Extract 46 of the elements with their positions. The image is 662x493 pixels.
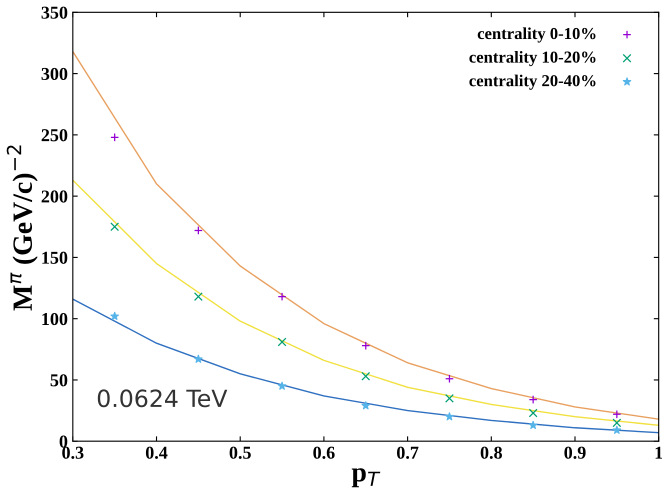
point [278, 382, 286, 390]
y-tick-label: 50 [50, 374, 68, 386]
point [528, 420, 538, 430]
point [110, 222, 120, 232]
x-tick-label: 0.7 [397, 446, 418, 459]
y-tick-label: 250 [42, 129, 68, 142]
point [612, 410, 622, 419]
point [278, 338, 286, 346]
x-tick-label: 0.6 [313, 446, 335, 459]
point [445, 412, 454, 420]
point [194, 226, 203, 235]
point [110, 312, 119, 320]
point [362, 401, 370, 410]
legend-label: centrality 20-40% [469, 74, 596, 90]
point [528, 408, 538, 418]
y-tick-label: 100 [42, 312, 68, 326]
y-tick-label: 200 [42, 190, 68, 203]
x-tick-label: 0.4 [146, 446, 168, 459]
x-axis-title: p$_{T}$ [352, 468, 380, 488]
x-tick-label: 0.8 [480, 446, 502, 459]
line-series [72, 298, 659, 434]
y-tick-label: 350 [42, 6, 68, 19]
y-tick-label: 300 [42, 68, 68, 80]
y-tick-label: 0 [60, 435, 68, 448]
point [194, 354, 203, 363]
x-tick-label: 0.9 [564, 446, 586, 459]
point [194, 292, 203, 302]
point [278, 292, 286, 302]
point [110, 132, 120, 142]
legend-label: centrality 0-10% [478, 27, 596, 43]
point [445, 394, 454, 403]
x-tick-label: 0.3 [62, 446, 84, 459]
point [445, 374, 454, 384]
line-series [72, 180, 659, 426]
point [361, 372, 370, 381]
annotation: 0.0624 TeV [98, 389, 228, 408]
point [528, 395, 538, 404]
y-tick-label: 150 [42, 252, 68, 264]
line-series [72, 50, 659, 420]
y-axis-title: M$^{π}$ (GeV/c)$^{−2}$ [6, 146, 38, 310]
legend-label: centrality 10-20% [469, 51, 596, 66]
point [612, 418, 622, 428]
x-tick-label: 0.5 [230, 446, 251, 459]
point [361, 341, 370, 350]
point [612, 426, 622, 434]
x-tick-label: 1 [656, 446, 662, 459]
